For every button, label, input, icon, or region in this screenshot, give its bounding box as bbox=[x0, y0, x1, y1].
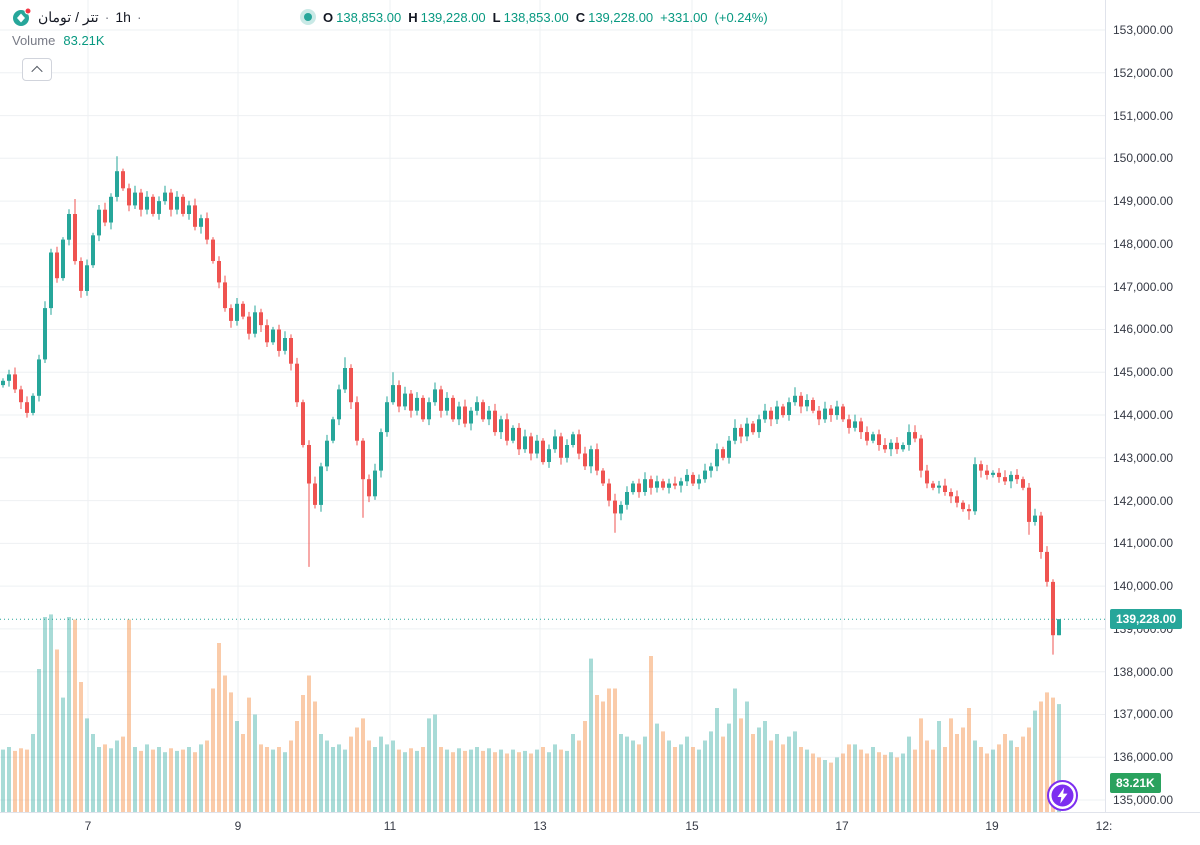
symbol-legend[interactable]: تتر / تومان · 1h · bbox=[12, 7, 142, 27]
price-tick-label: 140,000.00 bbox=[1113, 579, 1174, 594]
price-tick-label: 153,000.00 bbox=[1113, 23, 1174, 37]
open-value: 138,853.00 bbox=[336, 9, 402, 25]
volume-value-badge: 83.21K bbox=[1110, 773, 1161, 793]
lightning-icon bbox=[1057, 787, 1068, 804]
time-tick-label: 17 bbox=[835, 819, 849, 833]
price-tick-label: 145,000.00 bbox=[1113, 365, 1174, 380]
low-label: L bbox=[492, 9, 501, 25]
price-tick-label: 150,000.00 bbox=[1113, 151, 1174, 166]
collapse-legend-button[interactable] bbox=[22, 58, 52, 81]
legend-separator-2: · bbox=[136, 9, 142, 25]
price-tick-label: 147,000.00 bbox=[1113, 279, 1174, 294]
time-tick-label: 13 bbox=[533, 819, 547, 833]
change-value: +331.00 bbox=[660, 9, 708, 25]
price-tick-label: 152,000.00 bbox=[1113, 65, 1174, 80]
time-tick-label: 7 bbox=[84, 819, 92, 833]
time-tick-label: 19 bbox=[985, 819, 999, 833]
price-chart-canvas[interactable] bbox=[0, 0, 1105, 812]
close-label: C bbox=[575, 9, 586, 25]
ohlc-readout: O 138,853.00 H 139,228.00 L 138,853.00 C… bbox=[300, 9, 768, 25]
time-tick-label: 12: bbox=[1095, 819, 1113, 833]
time-axis[interactable]: 7 9 11 13 15 17 19 12: bbox=[0, 812, 1200, 845]
time-tick-label: 15 bbox=[685, 819, 699, 833]
price-tick-label: 144,000.00 bbox=[1113, 408, 1174, 423]
symbol-name[interactable]: تتر / تومان bbox=[38, 8, 99, 25]
low-value: 138,853.00 bbox=[503, 9, 569, 25]
price-tick-label: 138,000.00 bbox=[1113, 664, 1174, 679]
time-tick-label: 11 bbox=[383, 819, 397, 833]
price-tick-label: 136,000.00 bbox=[1113, 750, 1174, 765]
volume-value: 83.21K bbox=[63, 33, 105, 48]
series-marker-icon bbox=[300, 9, 316, 25]
price-tick-label: 149,000.00 bbox=[1113, 194, 1174, 209]
price-tick-label: 148,000.00 bbox=[1113, 236, 1174, 251]
close-value: 139,228.00 bbox=[588, 9, 654, 25]
volume-label: Volume bbox=[12, 33, 56, 48]
legend-separator: · bbox=[104, 9, 110, 25]
symbol-logo-icon bbox=[12, 7, 32, 27]
price-tick-label: 135,000.00 bbox=[1113, 793, 1174, 808]
timeframe-label[interactable]: 1h bbox=[115, 9, 131, 25]
open-label: O bbox=[323, 9, 334, 25]
price-tick-label: 142,000.00 bbox=[1113, 493, 1174, 508]
chevron-up-icon bbox=[31, 65, 43, 77]
volume-legend[interactable]: Volume 83.21K bbox=[12, 33, 105, 48]
price-tick-label: 146,000.00 bbox=[1113, 322, 1174, 337]
boost-button[interactable] bbox=[1047, 780, 1078, 811]
time-tick-label: 9 bbox=[234, 819, 242, 833]
high-label: H bbox=[408, 9, 418, 25]
price-tick-label: 143,000.00 bbox=[1113, 450, 1174, 465]
change-percent: (+0.24%) bbox=[714, 9, 768, 25]
high-value: 139,228.00 bbox=[420, 9, 486, 25]
price-tick-label: 151,000.00 bbox=[1113, 108, 1174, 123]
price-axis[interactable]: 153,000.00 152,000.00 151,000.00 150,000.00… bbox=[1105, 0, 1200, 812]
price-tick-label: 137,000.00 bbox=[1113, 707, 1174, 722]
last-price-badge: 139,228.00 bbox=[1110, 609, 1183, 630]
price-tick-label: 141,000.00 bbox=[1113, 536, 1174, 551]
